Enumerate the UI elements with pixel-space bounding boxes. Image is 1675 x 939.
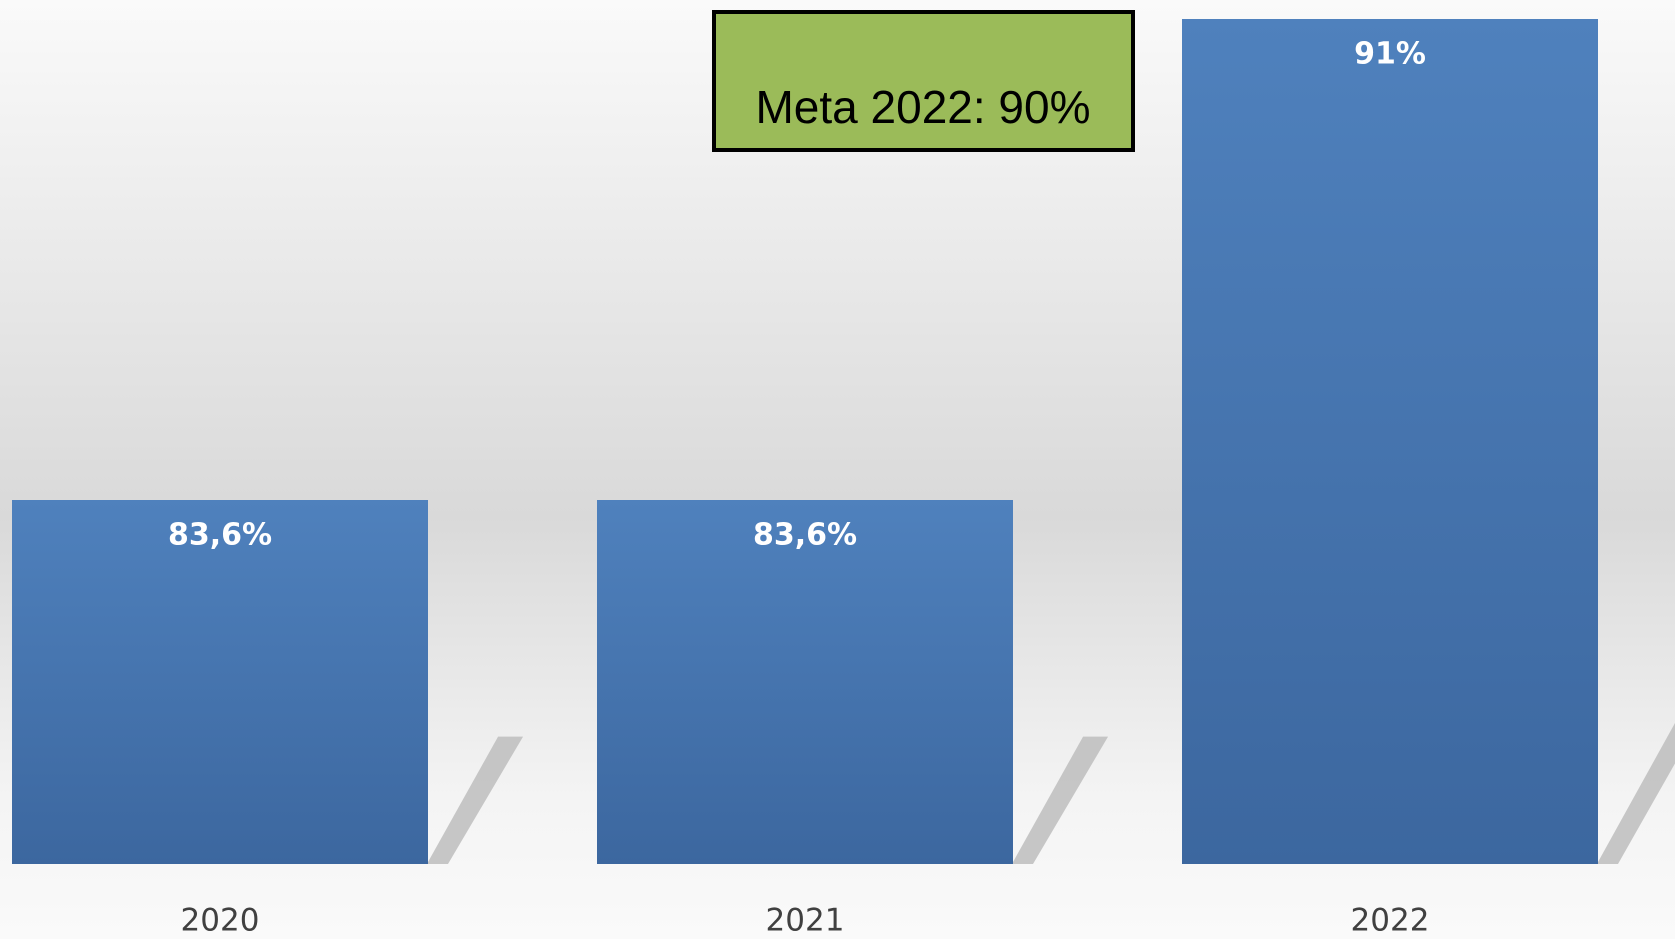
bar bbox=[1182, 19, 1598, 864]
x-tick-label: 2021 bbox=[766, 903, 845, 939]
annotation: Meta 2022: 90% bbox=[755, 81, 1090, 133]
annotation-box bbox=[712, 10, 1135, 152]
x-tick-label: 2022 bbox=[1351, 903, 1430, 939]
x-tick-label: 2020 bbox=[181, 903, 260, 939]
value-label: 83,6% bbox=[753, 518, 857, 553]
bar-shadow bbox=[1013, 736, 1109, 864]
value-label: 83,6% bbox=[168, 518, 272, 553]
bar-shadow bbox=[428, 736, 524, 864]
bar bbox=[12, 500, 428, 864]
bar-shadow bbox=[1598, 722, 1675, 864]
value-label: 91% bbox=[1354, 37, 1426, 72]
bar bbox=[597, 500, 1013, 864]
